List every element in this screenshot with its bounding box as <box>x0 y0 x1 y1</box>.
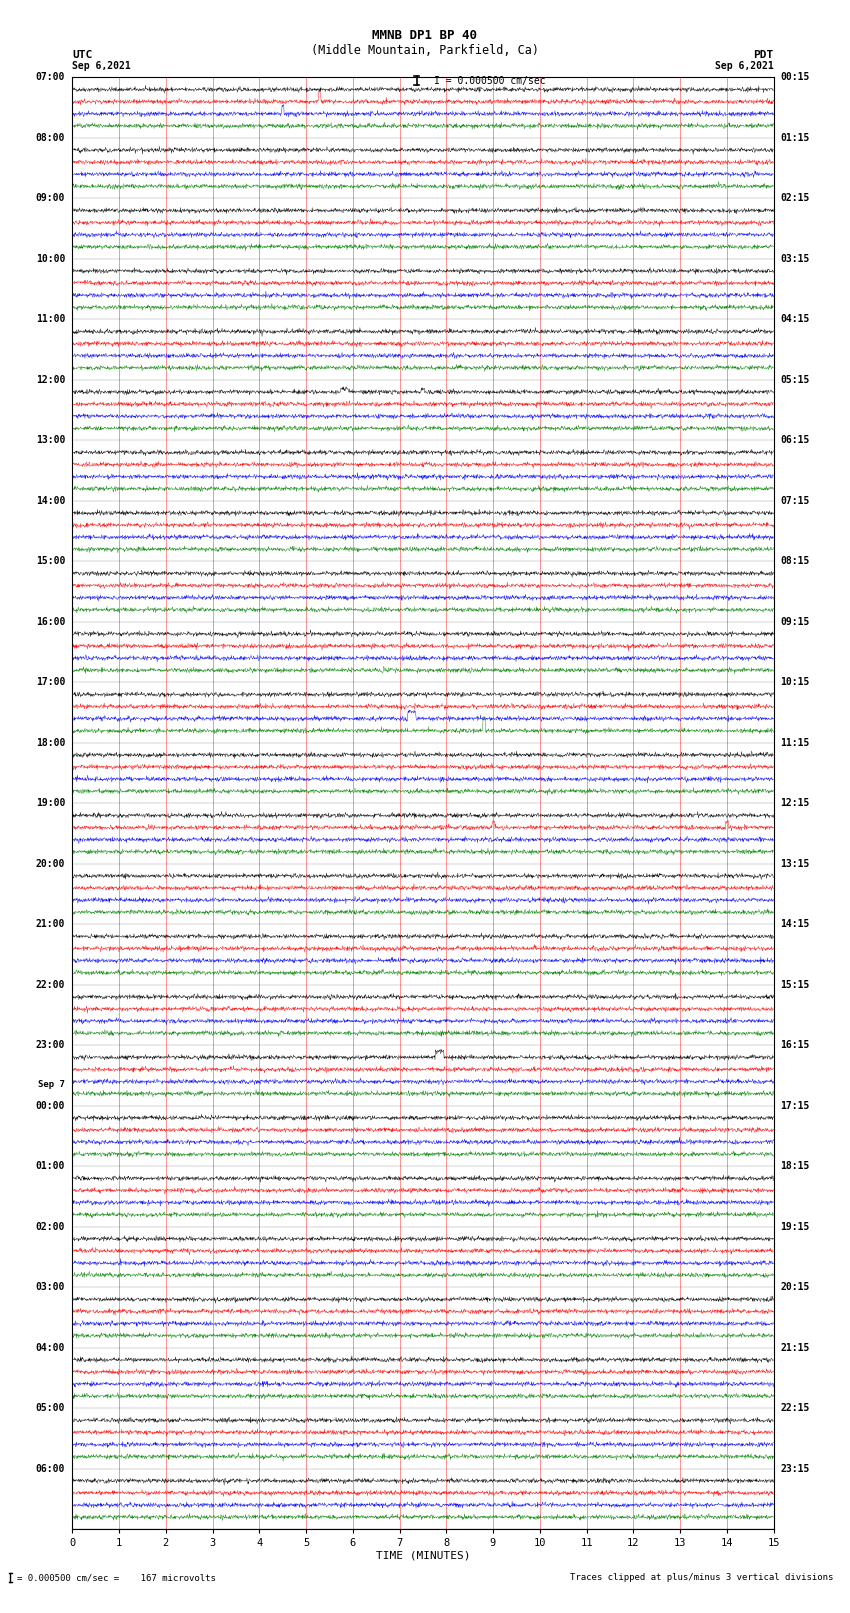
Text: 13:15: 13:15 <box>780 858 810 869</box>
Text: 01:00: 01:00 <box>36 1161 65 1171</box>
Text: 04:00: 04:00 <box>36 1342 65 1353</box>
Text: 00:15: 00:15 <box>780 73 810 82</box>
Text: 23:15: 23:15 <box>780 1463 810 1474</box>
Text: 17:15: 17:15 <box>780 1100 810 1111</box>
Text: 21:15: 21:15 <box>780 1342 810 1353</box>
Text: 10:00: 10:00 <box>36 253 65 265</box>
Text: (Middle Mountain, Parkfield, Ca): (Middle Mountain, Parkfield, Ca) <box>311 44 539 56</box>
Text: 09:15: 09:15 <box>780 616 810 627</box>
Text: 11:15: 11:15 <box>780 737 810 748</box>
Text: 20:00: 20:00 <box>36 858 65 869</box>
Text: 00:00: 00:00 <box>36 1100 65 1111</box>
Text: 06:00: 06:00 <box>36 1463 65 1474</box>
Text: 23:00: 23:00 <box>36 1040 65 1050</box>
Text: 06:15: 06:15 <box>780 436 810 445</box>
Text: 16:00: 16:00 <box>36 616 65 627</box>
Text: Sep 6,2021: Sep 6,2021 <box>72 61 131 71</box>
Text: 12:15: 12:15 <box>780 798 810 808</box>
Text: 05:15: 05:15 <box>780 374 810 386</box>
Text: 03:00: 03:00 <box>36 1282 65 1292</box>
Text: 14:15: 14:15 <box>780 919 810 929</box>
Text: 08:15: 08:15 <box>780 556 810 566</box>
Text: Traces clipped at plus/minus 3 vertical divisions: Traces clipped at plus/minus 3 vertical … <box>570 1573 833 1582</box>
Text: 15:15: 15:15 <box>780 979 810 990</box>
Text: 18:15: 18:15 <box>780 1161 810 1171</box>
Text: 22:00: 22:00 <box>36 979 65 990</box>
Text: 17:00: 17:00 <box>36 677 65 687</box>
Text: UTC: UTC <box>72 50 93 60</box>
Text: 05:00: 05:00 <box>36 1403 65 1413</box>
Text: 07:00: 07:00 <box>36 73 65 82</box>
Text: 20:15: 20:15 <box>780 1282 810 1292</box>
Text: Sep 6,2021: Sep 6,2021 <box>715 61 774 71</box>
Text: 21:00: 21:00 <box>36 919 65 929</box>
Text: 04:15: 04:15 <box>780 315 810 324</box>
Text: 19:15: 19:15 <box>780 1221 810 1232</box>
Text: 22:15: 22:15 <box>780 1403 810 1413</box>
Text: I = 0.000500 cm/sec: I = 0.000500 cm/sec <box>434 76 545 85</box>
Text: 09:00: 09:00 <box>36 194 65 203</box>
Text: 15:00: 15:00 <box>36 556 65 566</box>
Text: PDT: PDT <box>753 50 774 60</box>
Text: 10:15: 10:15 <box>780 677 810 687</box>
Text: 19:00: 19:00 <box>36 798 65 808</box>
Text: 03:15: 03:15 <box>780 253 810 265</box>
Text: 16:15: 16:15 <box>780 1040 810 1050</box>
Text: Sep 7: Sep 7 <box>38 1081 65 1089</box>
Text: 01:15: 01:15 <box>780 132 810 144</box>
Text: 02:15: 02:15 <box>780 194 810 203</box>
Text: = 0.000500 cm/sec =    167 microvolts: = 0.000500 cm/sec = 167 microvolts <box>17 1573 216 1582</box>
Text: 08:00: 08:00 <box>36 132 65 144</box>
Text: 18:00: 18:00 <box>36 737 65 748</box>
Text: 02:00: 02:00 <box>36 1221 65 1232</box>
Text: 13:00: 13:00 <box>36 436 65 445</box>
Text: 14:00: 14:00 <box>36 495 65 506</box>
Text: 07:15: 07:15 <box>780 495 810 506</box>
Text: 11:00: 11:00 <box>36 315 65 324</box>
Text: 12:00: 12:00 <box>36 374 65 386</box>
Text: MMNB DP1 BP 40: MMNB DP1 BP 40 <box>372 29 478 42</box>
X-axis label: TIME (MINUTES): TIME (MINUTES) <box>376 1552 470 1561</box>
